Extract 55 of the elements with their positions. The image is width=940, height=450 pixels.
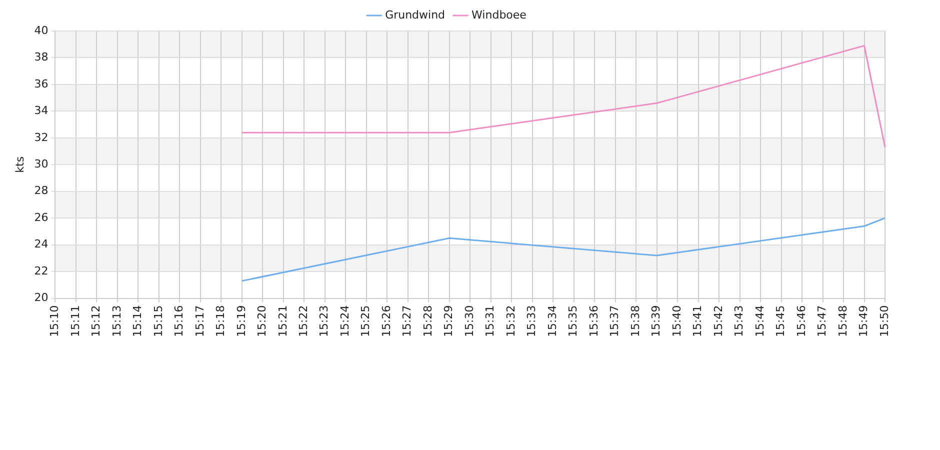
x-tick-label: 15:10	[48, 305, 62, 338]
x-tick-label: 15:21	[276, 305, 290, 338]
x-tick-label: 15:48	[836, 305, 850, 338]
y-tick-label: 20	[34, 291, 48, 304]
y-tick-label: 30	[34, 158, 48, 171]
x-tick-label: 15:34	[546, 305, 559, 338]
x-tick-label: 15:17	[193, 305, 206, 338]
x-tick-label: 15:49	[857, 305, 870, 338]
x-tick-label: 15:47	[816, 305, 829, 338]
x-tick-label: 15:27	[400, 305, 414, 338]
x-tick-label: 15:22	[296, 305, 310, 338]
x-tick-label: 15:39	[650, 305, 663, 338]
y-tick-label: 24	[34, 238, 48, 251]
y-tick-label: 32	[34, 130, 48, 144]
x-tick-label: 15:33	[525, 305, 538, 338]
x-tick-label: 15:26	[380, 305, 393, 338]
x-tick-label: 15:44	[753, 305, 766, 338]
x-tick-label: 15:30	[462, 305, 476, 338]
x-tick-label: 15:37	[608, 305, 622, 338]
y-tick-label: 40	[34, 24, 48, 37]
y-tick-label: 26	[34, 210, 48, 224]
x-tick-label: 15:18	[214, 305, 228, 338]
x-tick-label: 15:25	[359, 305, 372, 338]
x-tick-label: 15:15	[152, 305, 165, 338]
x-tick-label: 15:50	[878, 305, 891, 338]
x-tick-label: 15:32	[504, 305, 518, 338]
x-tick-label: 15:40	[670, 305, 684, 338]
x-tick-label: 15:36	[587, 305, 600, 338]
x-tick-label: 15:11	[68, 305, 82, 338]
y-tick-label: 34	[34, 104, 48, 118]
x-tick-label: 15:16	[172, 305, 186, 338]
y-tick-label: 28	[34, 184, 48, 198]
y-axis-title: kts	[13, 156, 26, 173]
y-tick-label: 38	[34, 50, 48, 64]
x-tick-label: 15:31	[484, 305, 497, 338]
x-tick-label: 15:13	[110, 305, 124, 338]
legend-label: Windboee	[472, 8, 527, 22]
legend-label: Grundwind	[385, 8, 446, 22]
x-tick-label: 15:35	[566, 305, 580, 338]
x-tick-label: 15:41	[691, 305, 704, 338]
y-tick-label: 36	[34, 77, 48, 90]
x-tick-label: 15:28	[421, 305, 434, 338]
x-tick-label: 15:23	[318, 305, 331, 338]
x-tick-label: 15:19	[234, 305, 248, 338]
x-tick-label: 15:43	[732, 305, 746, 338]
x-tick-label: 15:38	[628, 305, 642, 338]
x-tick-label: 15:29	[442, 305, 456, 338]
y-tick-label: 22	[34, 264, 48, 278]
x-tick-label: 15:14	[131, 305, 144, 338]
x-tick-label: 15:46	[794, 305, 808, 338]
x-tick-label: 15:45	[774, 305, 788, 338]
x-tick-label: 15:42	[712, 305, 725, 338]
x-tick-label: 15:20	[256, 305, 269, 338]
x-tick-label: 15:12	[90, 305, 103, 338]
x-tick-label: 15:24	[338, 305, 352, 338]
